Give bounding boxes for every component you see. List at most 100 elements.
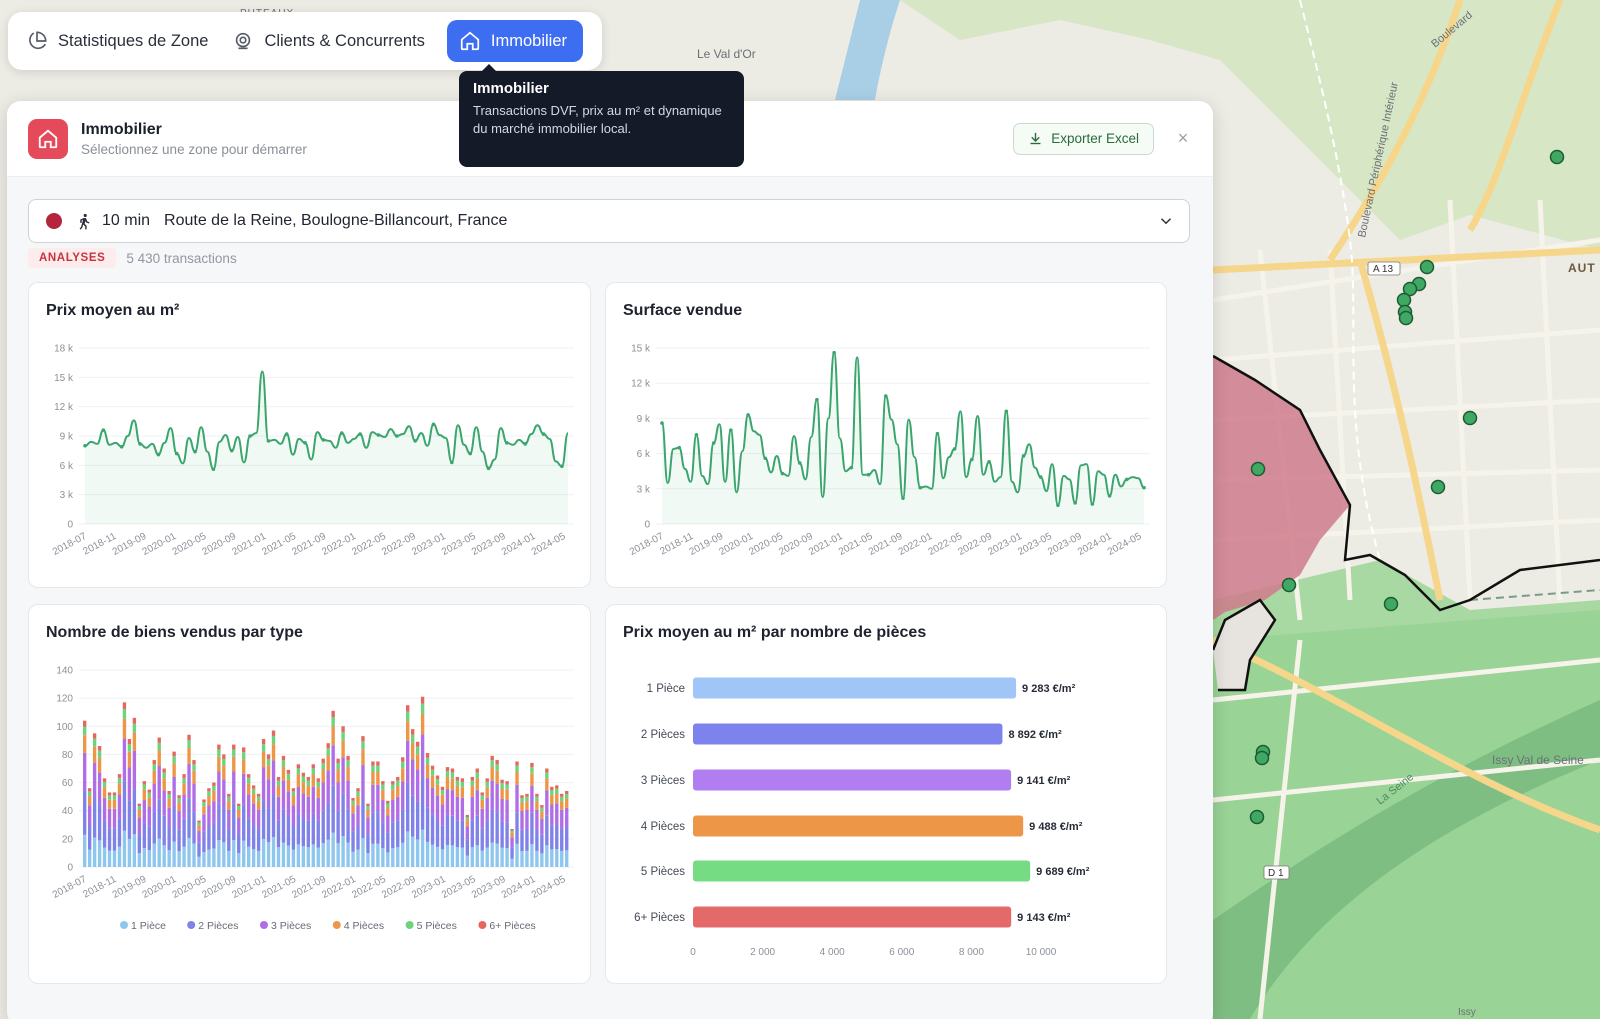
y-tick-label: 12 k: [54, 402, 74, 413]
map-markers[interactable]: [1249, 149, 1565, 825]
bar-segment: [406, 705, 410, 712]
map-marker[interactable]: [1462, 410, 1478, 426]
bar-segment: [102, 778, 107, 782]
bar-segment: [480, 795, 484, 800]
bar-segment: [87, 796, 92, 806]
bar-segment: [376, 812, 380, 844]
bar-segment: [212, 782, 216, 786]
bar-segment: [351, 800, 355, 805]
bar-segment: [480, 828, 484, 851]
map-marker[interactable]: [1396, 292, 1412, 308]
bar-segment: [371, 843, 375, 867]
data-point: [138, 442, 142, 446]
bar-segment: [227, 796, 231, 802]
bar-segment: [490, 755, 494, 761]
bar-segment: [366, 817, 370, 835]
bar-segment: [500, 788, 504, 799]
bar-segment: [410, 729, 415, 735]
map-marker[interactable]: [1281, 577, 1297, 593]
bar-segment: [137, 806, 142, 811]
bar-segment: [525, 796, 529, 802]
bar-segment: [187, 734, 191, 741]
bar-segment: [192, 783, 196, 812]
tab-clients-concurrents[interactable]: Clients & Concurrents: [226, 20, 438, 62]
bar-segment: [97, 840, 102, 867]
y-tick-label: 3 k: [60, 490, 74, 501]
bar-segment: [475, 778, 479, 791]
bar-segment: [266, 754, 271, 759]
bar-segment: [401, 781, 405, 810]
bar-segment: [122, 781, 127, 831]
data-point: [711, 441, 716, 445]
bar-segment: [391, 822, 395, 849]
chart-prix-moyen-m2: 03 k6 k9 k12 k15 k18 k2018-072018-112019…: [51, 344, 574, 558]
bar-segment: [172, 751, 176, 757]
bar-segment: [490, 842, 494, 867]
map-marker[interactable]: [1402, 281, 1418, 297]
bar-segment: [182, 774, 186, 778]
map-road-shield-d1: [1263, 865, 1290, 880]
bar-segment: [242, 773, 246, 805]
data-point: [339, 431, 344, 435]
bar-segment: [500, 798, 504, 822]
map-marker[interactable]: [1249, 809, 1265, 825]
data-point: [193, 449, 197, 454]
bar-segment: [361, 736, 365, 742]
bar-segment: [311, 768, 315, 775]
data-point: [780, 471, 785, 476]
map-marker[interactable]: [1430, 479, 1446, 495]
map-marker[interactable]: [1549, 149, 1565, 165]
map-marker[interactable]: [1383, 596, 1399, 612]
bar-segment: [545, 790, 549, 816]
legend-label: 2 Pièces: [198, 920, 238, 932]
data-point: [815, 397, 819, 402]
tab-immobilier[interactable]: Immobilier: [446, 20, 584, 62]
data-point: [1107, 494, 1112, 498]
bar-segment: [371, 761, 375, 766]
bar-segment: [376, 784, 380, 813]
bar-segment: [326, 755, 330, 771]
map-zone-boundary-south: [1211, 598, 1277, 692]
bar-segment: [246, 783, 251, 795]
bar-segment: [525, 850, 529, 867]
bar-segment: [107, 808, 112, 829]
bar-segment: [122, 702, 127, 709]
y-tick-label: 20: [62, 834, 74, 845]
legend-label: 3 Pièces: [271, 920, 311, 932]
bar-segment: [470, 785, 474, 797]
bar-segment: [251, 788, 256, 794]
bar-segment: [336, 843, 340, 867]
bar-segment: [505, 822, 509, 849]
bar-segment: [271, 796, 276, 837]
map-marker[interactable]: [1250, 461, 1266, 477]
export-label: Exporter Excel: [1051, 131, 1139, 146]
bar-segment: [152, 811, 156, 844]
bar-segment: [117, 794, 122, 819]
bar-segment: [550, 825, 554, 850]
bar-segment: [435, 784, 440, 796]
chart-card-biens-vendus: Nombre de biens vendus par type 0 20 40 60 8…: [28, 604, 591, 984]
bar-segment: [435, 775, 440, 780]
close-button[interactable]: ×: [1174, 128, 1192, 148]
bar-segment: [266, 758, 271, 766]
map-marker[interactable]: [1398, 310, 1414, 326]
zone-select[interactable]: 10 min Route de la Reine, Boulogne-Billa…: [28, 199, 1190, 243]
bar-segment: [455, 820, 460, 848]
bar-segment: [172, 756, 176, 764]
bar-segment: [485, 797, 489, 821]
bar-segment: [470, 776, 474, 781]
close-icon: ×: [1177, 128, 1189, 148]
bar-segment: [276, 847, 281, 867]
map-park-north: [900, 0, 1600, 250]
map-marker[interactable]: [1419, 259, 1435, 275]
bar-segment: [356, 788, 360, 792]
data-point: [395, 434, 399, 438]
bar-segment: [232, 744, 236, 750]
map-river-south: [1213, 700, 1600, 1019]
map-marker[interactable]: [1254, 750, 1270, 766]
bar-segment: [346, 809, 350, 843]
export-excel-button[interactable]: Exporter Excel: [1013, 122, 1154, 155]
tab-statistiques-de-zone[interactable]: Statistiques de Zone: [20, 20, 222, 62]
bar-segment: [117, 818, 122, 847]
bar-segment: [321, 769, 325, 783]
